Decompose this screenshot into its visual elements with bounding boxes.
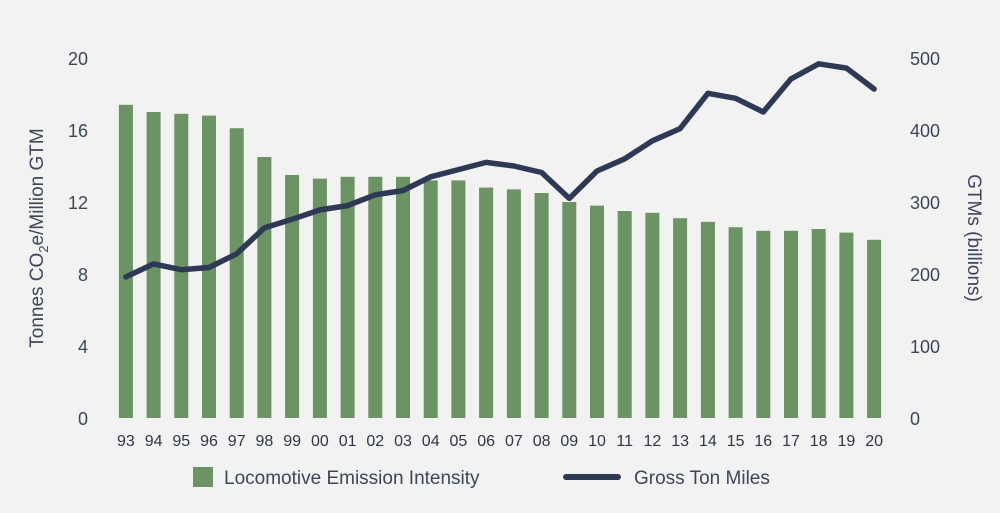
x-tick-label: 00 — [311, 433, 329, 450]
x-tick-label: 13 — [671, 433, 689, 450]
bar-06 — [479, 187, 494, 418]
x-tick-label: 93 — [117, 433, 135, 450]
bar-19 — [839, 232, 854, 418]
bar-05 — [451, 180, 466, 418]
bar-17 — [784, 230, 798, 418]
x-tick-label: 11 — [616, 433, 633, 450]
bar-07 — [506, 189, 521, 418]
x-tick-label: 02 — [366, 433, 384, 450]
gross-ton-miles-line — [123, 61, 877, 280]
bar-series — [118, 104, 882, 419]
left-tick-label: 0 — [78, 409, 88, 429]
legend-line-label: Gross Ton Miles — [634, 468, 770, 489]
bar-00 — [312, 178, 327, 418]
bar-98 — [257, 157, 272, 418]
x-tick-label: 17 — [782, 433, 800, 450]
left-tick-label: 12 — [68, 193, 88, 213]
bar-14 — [700, 221, 715, 418]
left-tick-label: 20 — [68, 49, 88, 69]
x-tick-label: 12 — [644, 433, 662, 450]
x-tick-label: 09 — [560, 433, 578, 450]
x-tick-label: 95 — [172, 433, 190, 450]
bar-11 — [617, 211, 632, 418]
bar-18 — [811, 229, 826, 418]
x-tick-label: 18 — [810, 433, 828, 450]
bar-04 — [423, 180, 438, 418]
x-tick-label: 15 — [727, 433, 745, 450]
left-tick-label: 4 — [78, 337, 88, 357]
legend-bar-swatch — [193, 467, 213, 487]
x-tick-label: 08 — [533, 433, 551, 450]
right-tick-label: 0 — [910, 409, 920, 429]
right-tick-label: 100 — [910, 337, 940, 357]
bar-13 — [673, 218, 688, 418]
bar-08 — [534, 193, 549, 418]
x-tick-label: 99 — [283, 433, 301, 450]
line-series — [123, 61, 877, 280]
x-tick-label: 03 — [394, 433, 412, 450]
bar-99 — [285, 175, 300, 418]
right-tick-label: 400 — [910, 121, 940, 141]
x-tick-label: 94 — [145, 433, 163, 450]
left-axis-title-part: e/Million GTM — [27, 128, 48, 245]
left-axis-title-subscript: 2 — [36, 245, 51, 252]
x-tick-label: 06 — [477, 433, 495, 450]
x-tick-label: 07 — [505, 433, 523, 450]
left-tick-label: 16 — [68, 121, 88, 141]
bar-95 — [174, 113, 189, 419]
bar-02 — [368, 176, 383, 418]
x-tick-label: 20 — [865, 433, 883, 450]
bar-15 — [728, 227, 743, 418]
x-tick-label: 05 — [450, 433, 468, 450]
left-tick-label: 8 — [78, 265, 88, 285]
x-tick-label: 97 — [228, 433, 246, 450]
x-tick-label: 19 — [838, 433, 856, 450]
bar-01 — [340, 176, 355, 418]
right-tick-label: 200 — [910, 265, 940, 285]
x-tick-label: 10 — [588, 433, 606, 450]
bar-97 — [229, 128, 244, 418]
bar-03 — [396, 176, 410, 418]
x-tick-label: 96 — [200, 433, 218, 450]
x-tick-label: 98 — [256, 433, 274, 450]
right-axis: 0 100 200 300 400 500 — [910, 49, 940, 429]
x-tick-label: 16 — [754, 433, 772, 450]
left-axis-title-part: Tonnes CO — [27, 253, 48, 348]
right-tick-label: 300 — [910, 193, 940, 213]
left-axis: 0 4 8 12 16 20 — [68, 49, 88, 429]
right-axis-title: GTMs (billions) — [963, 174, 984, 302]
bar-93 — [118, 104, 133, 419]
legend-bar-label: Locomotive Emission Intensity — [224, 468, 480, 489]
bar-20 — [867, 239, 882, 418]
x-tick-label: 01 — [339, 433, 357, 450]
bar-10 — [590, 205, 604, 418]
bar-12 — [645, 212, 660, 418]
bar-16 — [756, 230, 771, 418]
legend: Locomotive Emission Intensity Gross Ton … — [193, 467, 770, 489]
x-axis: 93 94 95 96 97 98 99 00 01 02 03 04 05 06 07 08 09 10 11 12… — [117, 433, 883, 450]
left-axis-title: Tonnes CO2e/Million GTM — [27, 128, 51, 347]
x-tick-label: 04 — [422, 433, 440, 450]
x-tick-label: 14 — [699, 433, 717, 450]
bar-09 — [562, 202, 577, 418]
right-tick-label: 500 — [910, 49, 940, 69]
